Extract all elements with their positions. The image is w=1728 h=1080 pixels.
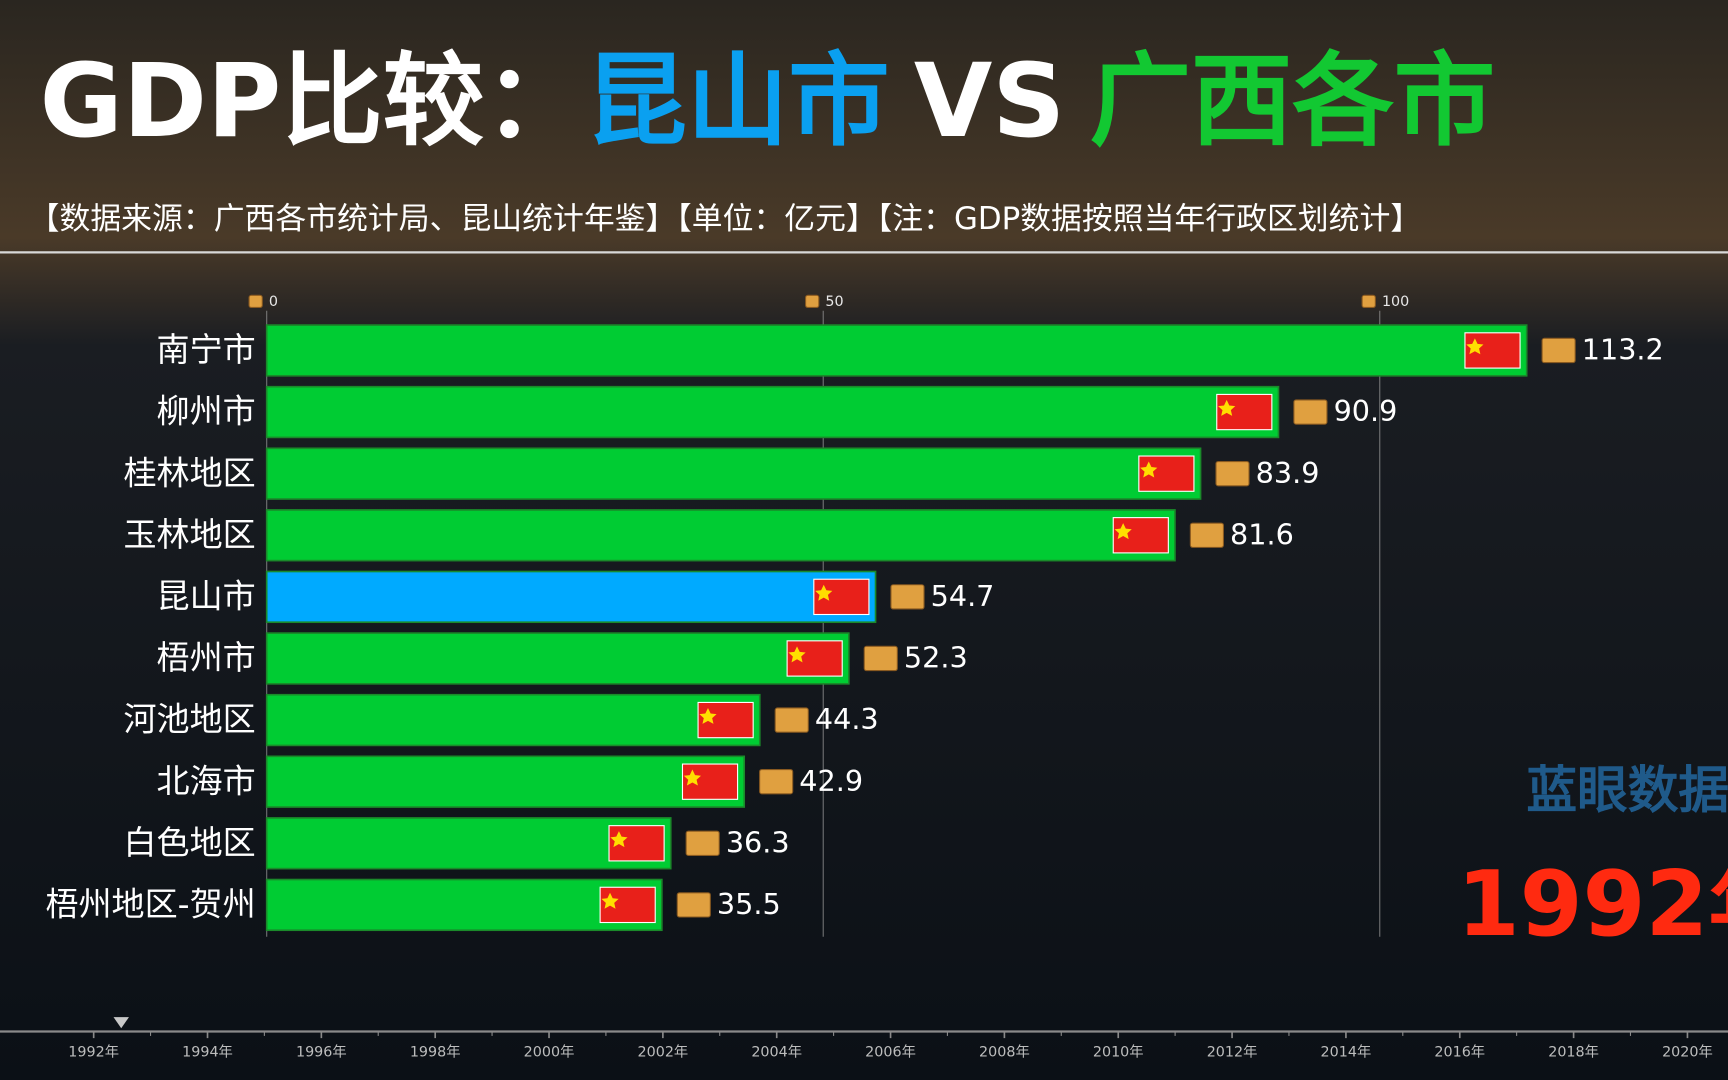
flag-star xyxy=(788,646,806,663)
value-label: 44.3 xyxy=(815,702,879,736)
flag xyxy=(697,701,754,739)
flag-star xyxy=(1466,338,1484,355)
flag-star xyxy=(1114,523,1132,540)
value-label: 54.7 xyxy=(931,579,995,613)
timeline-label: 1994年 xyxy=(182,1043,233,1060)
category-label: 梧州地区-贺州 xyxy=(45,884,255,923)
money-icon xyxy=(685,830,720,856)
value-label: 113.2 xyxy=(1582,333,1664,367)
timeline-label: 2002年 xyxy=(638,1043,689,1060)
money-icon xyxy=(1293,399,1328,425)
category-label: 玉林地区 xyxy=(123,515,255,554)
bar xyxy=(265,385,1280,439)
value-label: 90.9 xyxy=(1334,394,1398,428)
money-icon xyxy=(759,769,794,795)
flag xyxy=(1464,332,1521,369)
value-label: 81.6 xyxy=(1230,517,1294,551)
bar xyxy=(265,878,663,932)
timeline-label: 2018年 xyxy=(1548,1043,1599,1060)
timeline-label: 1996年 xyxy=(296,1043,347,1060)
title-part: 广西各市 xyxy=(1090,42,1496,160)
x-tick-label: 100 xyxy=(1382,294,1409,310)
flag-star xyxy=(1140,461,1158,478)
bar xyxy=(265,817,672,870)
flag-star xyxy=(610,831,628,848)
title-part: GDP比较： xyxy=(40,42,586,160)
current-year: 1992年 xyxy=(1457,852,1728,957)
money-icon xyxy=(1215,460,1250,487)
timeline-label: 2000年 xyxy=(524,1043,575,1060)
timeline-label: 2020年 xyxy=(1662,1043,1713,1060)
watermark: 蓝眼数据 xyxy=(1526,760,1728,819)
bar xyxy=(265,447,1202,500)
money-icon xyxy=(676,892,711,918)
money-icon xyxy=(774,707,809,733)
category-label: 北海市 xyxy=(157,761,256,800)
title-part: 昆山市 xyxy=(585,42,889,160)
category-label: 河池地区 xyxy=(123,700,255,739)
timeline-marker[interactable] xyxy=(113,1017,129,1029)
flag-star xyxy=(815,584,833,601)
flag-star xyxy=(601,892,619,909)
category-label: 白色地区 xyxy=(123,823,255,862)
chart-title: GDP比较：昆山市 VS 广西各市 xyxy=(40,42,1495,160)
timeline-label: 2010年 xyxy=(1093,1043,1144,1060)
bar xyxy=(265,570,877,624)
bar xyxy=(265,509,1176,562)
money-icon xyxy=(863,645,898,672)
category-label: 梧州市 xyxy=(157,638,256,677)
x-tick-label: 0 xyxy=(269,294,278,310)
money-icon xyxy=(1541,337,1576,364)
subtitle: 【数据来源：广西各市统计局、昆山统计年鉴】【单位：亿元】【注：GDP数据按照当年… xyxy=(29,201,1422,237)
timeline-label: 1992年 xyxy=(68,1043,119,1060)
timeline-label: 1998年 xyxy=(410,1043,461,1060)
value-label: 83.9 xyxy=(1256,456,1320,490)
bar xyxy=(265,755,746,808)
x-tick-label: 50 xyxy=(825,294,843,310)
category-label: 南宁市 xyxy=(157,330,256,369)
money-icon xyxy=(248,294,263,309)
bar xyxy=(265,324,1528,377)
bar xyxy=(265,632,850,685)
category-label: 柳州市 xyxy=(157,392,256,431)
money-icon xyxy=(805,294,820,309)
money-icon xyxy=(890,584,925,610)
value-label: 36.3 xyxy=(726,825,790,859)
timeline-label: 2006年 xyxy=(865,1043,916,1060)
bar xyxy=(265,693,761,747)
timeline-label: 2014年 xyxy=(1321,1043,1372,1060)
timeline-label: 2004年 xyxy=(751,1043,802,1060)
category-label: 桂林地区 xyxy=(123,453,255,492)
title-part: VS xyxy=(914,42,1065,160)
value-label: 42.9 xyxy=(799,764,863,798)
money-icon xyxy=(1361,294,1376,309)
flag-star xyxy=(1218,399,1236,416)
timeline-label: 2008年 xyxy=(979,1043,1030,1060)
money-icon xyxy=(1189,522,1224,548)
value-label: 52.3 xyxy=(904,641,968,675)
value-label: 35.5 xyxy=(717,887,781,921)
timeline-label: 2016年 xyxy=(1434,1043,1485,1060)
flag-star xyxy=(683,769,701,786)
category-label: 昆山市 xyxy=(157,576,256,615)
flag-star xyxy=(699,707,717,724)
timeline-label: 2012年 xyxy=(1207,1043,1258,1060)
